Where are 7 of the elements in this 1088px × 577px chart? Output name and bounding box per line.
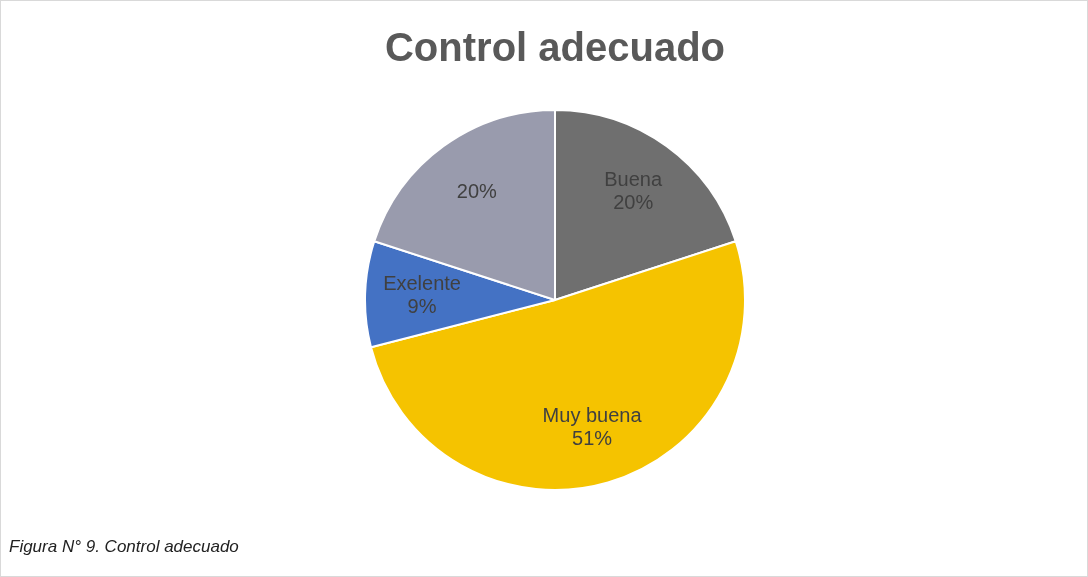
text: Figura N° 9. Control adecuado (9, 537, 239, 557)
data-label: 9% (407, 294, 437, 317)
data-label: 20% (456, 179, 498, 202)
data-label: 51% (572, 426, 613, 449)
slice-label: Muy buena (542, 403, 643, 426)
chart-title: Control adecuado (384, 25, 726, 70)
slice-label: Exelente (383, 271, 461, 294)
